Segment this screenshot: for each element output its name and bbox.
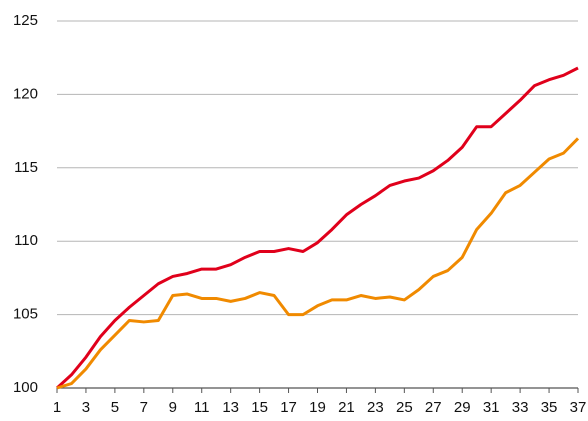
x-tick-label: 25 — [396, 399, 413, 416]
x-tick-label: 23 — [367, 399, 384, 416]
x-tick-label: 37 — [570, 399, 587, 416]
y-tick-label: 115 — [14, 159, 38, 176]
x-tick-label: 11 — [194, 399, 210, 416]
y-tick-label: 120 — [13, 85, 38, 102]
x-tick-label: 9 — [169, 399, 177, 416]
x-tick-label: 15 — [251, 399, 268, 416]
x-tick-label: 13 — [222, 399, 239, 416]
y-tick-label: 125 — [13, 12, 38, 29]
x-tick-label: 21 — [338, 399, 355, 416]
line-series — [55, 66, 579, 390]
x-tick-label: 31 — [483, 399, 500, 416]
x-tick-label: 1 — [53, 399, 61, 416]
x-tick-label: 33 — [512, 399, 529, 416]
x-tick-label: 17 — [280, 399, 297, 416]
x-tick-label: 27 — [425, 399, 442, 416]
x-tick-label: 35 — [541, 399, 558, 416]
y-tick-label: 100 — [13, 379, 38, 396]
x-tick-label: 7 — [140, 399, 148, 416]
y-tick-label: 105 — [13, 306, 38, 323]
y-tick-label: 110 — [14, 232, 38, 249]
x-tick-label: 29 — [454, 399, 471, 416]
x-tick-label: 3 — [82, 399, 90, 416]
x-tick-label: 5 — [111, 399, 119, 416]
x-tick-label: 19 — [309, 399, 326, 416]
line-series — [56, 137, 580, 390]
